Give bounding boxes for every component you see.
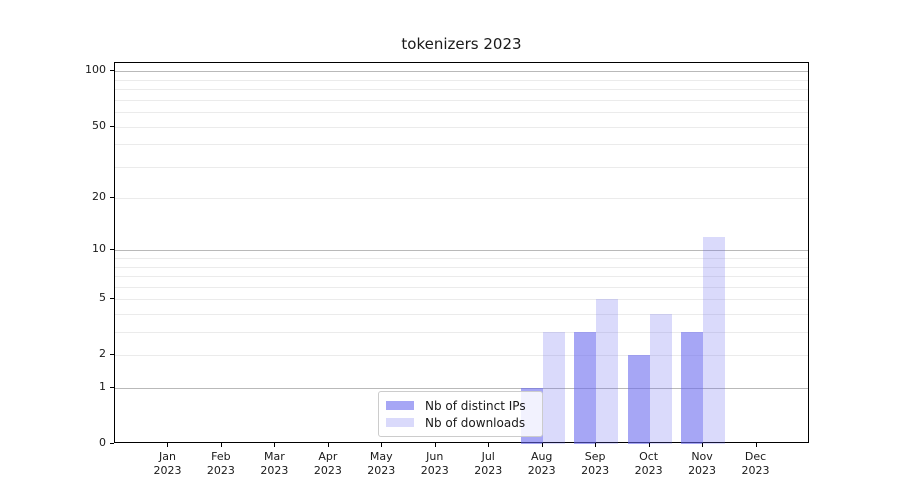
gridline-minor (115, 299, 808, 301)
gridline-major (115, 388, 808, 390)
y-tick (110, 298, 114, 300)
x-tick (595, 443, 597, 447)
gridline-minor (115, 79, 808, 81)
y-tick-label: 0 (99, 436, 106, 449)
gridline-minor (115, 355, 808, 357)
gridline-major (115, 71, 808, 73)
x-tick-label: Dec 2023 (741, 450, 770, 477)
legend-swatch-distinct-ips-icon (386, 401, 414, 410)
y-tick-label: 20 (92, 190, 106, 204)
bar-downloads (649, 314, 672, 444)
y-tick (110, 70, 114, 72)
bar-downloads (542, 332, 565, 444)
y-tick (110, 197, 114, 199)
y-tick-label: 100 (85, 63, 106, 77)
legend-swatch-downloads-icon (386, 418, 414, 427)
gridline-minor (115, 144, 808, 146)
x-tick-label: Oct 2023 (634, 450, 663, 477)
gridline-minor (115, 266, 808, 268)
y-tick-label: 2 (99, 347, 106, 361)
legend-item-distinct-ips: Nb of distinct IPs (386, 397, 534, 414)
bar-downloads (703, 236, 725, 444)
gridline-major (115, 250, 808, 252)
x-tick-label: Sep 2023 (581, 450, 610, 477)
gridline-minor (115, 314, 808, 316)
gridline-minor (115, 332, 808, 334)
x-tick-label: Nov 2023 (688, 450, 717, 477)
y-tick-label: 1 (99, 380, 106, 394)
x-tick-label: May 2023 (367, 450, 396, 477)
legend-item-downloads: Nb of downloads (386, 414, 534, 431)
x-tick-label: Jun 2023 (420, 450, 449, 477)
x-tick (702, 443, 704, 447)
x-tick-label: Aug 2023 (527, 450, 556, 477)
legend-label-distinct-ips: Nb of distinct IPs (425, 398, 526, 413)
y-tick (110, 125, 114, 127)
plot-area (114, 62, 809, 444)
legend-label-downloads: Nb of downloads (425, 415, 526, 430)
y-tick-label: 5 (99, 291, 106, 305)
x-tick-label: Jan 2023 (153, 450, 182, 477)
gridline-minor (115, 276, 808, 278)
y-tick-label: 50 (92, 118, 106, 132)
x-tick-label: Apr 2023 (313, 450, 342, 477)
gridline-minor (115, 286, 808, 288)
gridline-minor (115, 89, 808, 91)
bar-distinct-ips (627, 355, 650, 444)
bar-downloads (596, 299, 619, 444)
x-tick (167, 443, 169, 447)
gridline-minor (115, 112, 808, 114)
gridline-minor (115, 166, 808, 168)
x-tick (220, 443, 222, 447)
x-tick (488, 443, 490, 447)
y-tick (110, 354, 114, 356)
x-tick (648, 443, 650, 447)
bar-distinct-ips (681, 332, 704, 444)
gridline-minor (115, 198, 808, 200)
gridline-minor (115, 99, 808, 101)
chart-title: tokenizers 2023 (401, 35, 522, 53)
legend: Nb of distinct IPs Nb of downloads (378, 391, 543, 437)
y-tick (110, 443, 114, 444)
gridline-minor (115, 126, 808, 128)
bar-distinct-ips (574, 332, 597, 444)
x-tick (274, 443, 276, 447)
y-tick (110, 387, 114, 389)
x-tick (434, 443, 436, 447)
x-tick-label: Mar 2023 (260, 450, 289, 477)
y-tick-label: 10 (92, 242, 106, 256)
x-tick (381, 443, 383, 447)
x-tick-label: Jul 2023 (474, 450, 503, 477)
x-tick (755, 443, 757, 447)
x-tick-label: Feb 2023 (206, 450, 235, 477)
x-tick (541, 443, 543, 447)
x-tick (327, 443, 329, 447)
y-tick (110, 249, 114, 251)
gridline-minor (115, 258, 808, 260)
